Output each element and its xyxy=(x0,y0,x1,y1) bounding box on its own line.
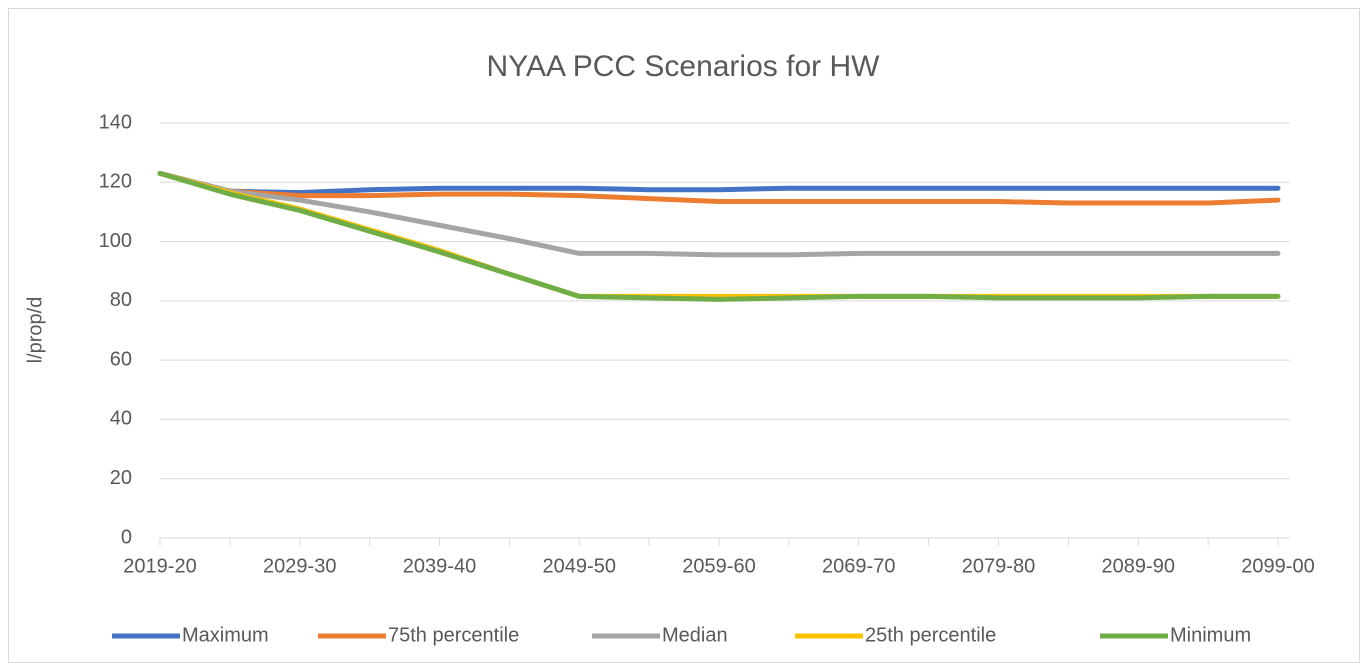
y-tick-label: 80 xyxy=(110,289,132,311)
legend-label: 75th percentile xyxy=(388,624,519,646)
y-tick-label: 40 xyxy=(110,408,132,430)
y-tick-label: 20 xyxy=(110,467,132,489)
x-tick-label: 2099-00 xyxy=(1241,555,1314,577)
y-tick-label: 140 xyxy=(99,111,132,133)
chart-border xyxy=(8,8,1360,663)
series-line xyxy=(157,170,1281,258)
x-tick-label: 2039-40 xyxy=(403,555,476,577)
x-tick-label: 2029-30 xyxy=(263,555,336,577)
legend-label: Median xyxy=(662,624,728,646)
y-tick-label: 100 xyxy=(99,230,132,252)
legend-label: Maximum xyxy=(182,624,269,646)
x-tick-label: 2079-80 xyxy=(962,555,1035,577)
series-line xyxy=(157,170,1281,302)
legend-label: 25th percentile xyxy=(865,624,996,646)
chart-title: NYAA PCC Scenarios for HW xyxy=(487,50,881,83)
y-tick-label: 0 xyxy=(121,526,132,548)
series-line xyxy=(157,170,1281,196)
x-tick-label: 2069-70 xyxy=(822,555,895,577)
series-line xyxy=(157,170,1281,206)
x-tick-label: 2059-60 xyxy=(682,555,755,577)
legend-label: Minimum xyxy=(1170,624,1251,646)
x-tick-label: 2019-20 xyxy=(123,555,196,577)
x-tick-label: 2049-50 xyxy=(543,555,616,577)
y-tick-label: 60 xyxy=(110,348,132,370)
y-axis-label: l/prop/d xyxy=(24,297,46,364)
x-tick-label: 2089-90 xyxy=(1102,555,1175,577)
y-tick-label: 120 xyxy=(99,171,132,193)
